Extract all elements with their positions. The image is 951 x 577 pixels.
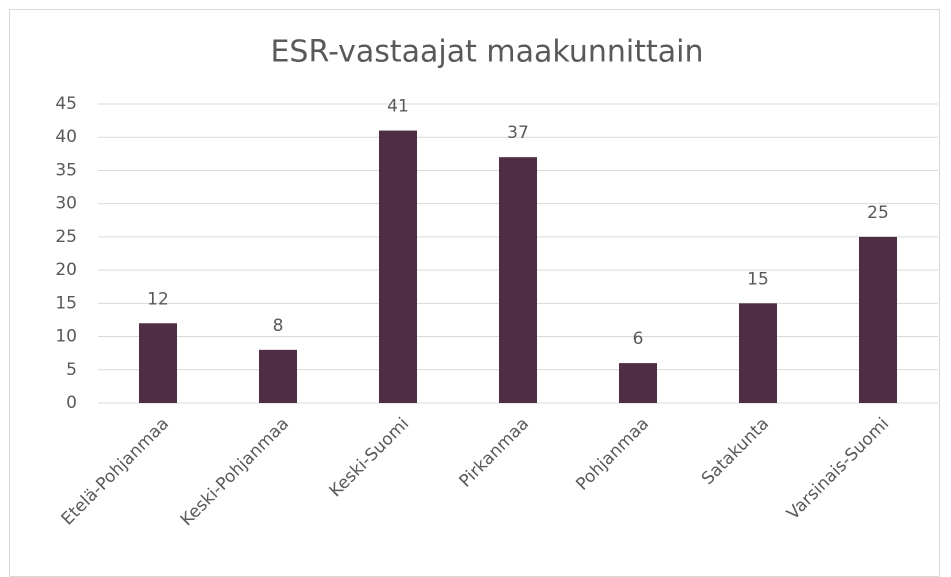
data-label: 6 — [633, 329, 644, 349]
data-label: 25 — [867, 203, 889, 223]
chart-title: ESR-vastaajat maakunnittain — [270, 35, 703, 70]
bar — [859, 236, 897, 403]
y-tick-label: 40 — [55, 127, 77, 147]
bar — [259, 349, 297, 403]
bar — [619, 363, 657, 403]
y-tick-label: 20 — [55, 260, 77, 280]
bar — [499, 157, 537, 403]
y-tick-label: 15 — [55, 293, 77, 313]
data-label: 41 — [387, 97, 409, 117]
data-label: 8 — [273, 316, 284, 336]
y-tick-label: 45 — [55, 94, 77, 114]
bar — [139, 323, 177, 403]
bar — [739, 303, 777, 403]
y-tick-label: 0 — [66, 393, 77, 413]
y-tick-label: 30 — [55, 194, 77, 214]
y-tick-label: 5 — [66, 360, 77, 380]
bar — [379, 130, 417, 404]
data-label: 12 — [147, 289, 169, 309]
y-tick-label: 10 — [55, 327, 77, 347]
y-tick-label: 25 — [55, 227, 77, 247]
y-tick-label: 35 — [55, 160, 77, 180]
data-label: 37 — [507, 123, 529, 143]
data-label: 15 — [747, 269, 769, 289]
